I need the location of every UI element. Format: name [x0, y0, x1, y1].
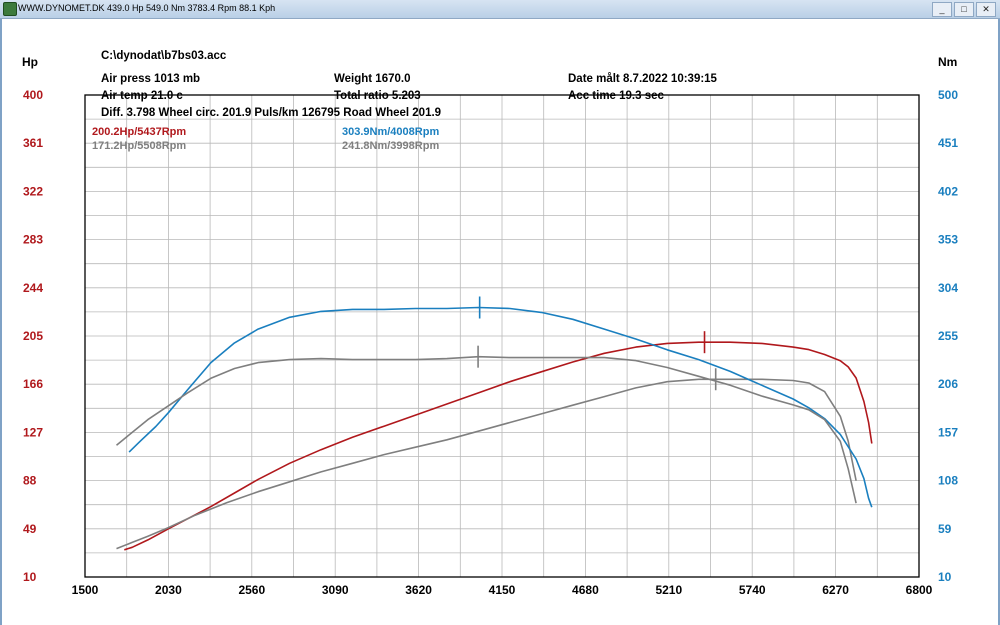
air-press: Air press 1013 mb	[101, 73, 200, 85]
x-tick-label: 4680	[572, 583, 599, 597]
y-right-tick-label: 402	[938, 184, 958, 198]
y-left-tick-label: 361	[23, 136, 43, 150]
file-path: C:\dynodat\b7bs03.acc	[101, 50, 227, 62]
y-right-tick-label: 206	[938, 377, 958, 391]
weight: Weight 1670.0	[334, 73, 411, 85]
window-frame-left	[0, 19, 2, 625]
y-right-tick-label: 157	[938, 425, 958, 439]
series-line-1	[124, 341, 873, 551]
y-right-tick-label: 10	[938, 570, 952, 584]
x-tick-label: 3090	[322, 583, 349, 597]
series-line-4	[115, 355, 857, 504]
y-right-ticks: 10 59 108 157 206 255 304 353 402 451 500	[938, 88, 958, 584]
x-tick-label: 3620	[405, 583, 432, 597]
y-left-tick-label: 322	[23, 184, 43, 198]
app-icon	[3, 2, 17, 16]
x-tick-label: 5210	[655, 583, 682, 597]
diff-info: Diff. 3.798 Wheel circ. 201.9 Puls/km 12…	[101, 107, 441, 119]
y-right-title: Nm	[938, 55, 957, 69]
close-button[interactable]: ✕	[976, 2, 996, 17]
y-left-tick-label: 283	[23, 233, 43, 247]
air-temp: Air temp 21.0 c	[101, 90, 183, 102]
series-line-2	[116, 378, 857, 550]
total-ratio: Total ratio 5.203	[334, 90, 421, 102]
x-ticks: 1500 2030 2560 3090 3620 4150 4680 5210 5740 6270…	[72, 583, 933, 597]
minimize-button[interactable]: _	[932, 2, 952, 17]
y-right-tick-label: 108	[938, 474, 958, 488]
series-lines	[115, 296, 873, 551]
y-left-tick-label: 49	[23, 522, 37, 536]
peak-power-main: 200.2Hp/5437Rpm	[92, 126, 186, 138]
y-left-tick-label: 166	[23, 377, 43, 391]
y-left-title: Hp	[22, 55, 38, 69]
x-tick-label: 2030	[155, 583, 182, 597]
y-right-tick-label: 304	[938, 281, 958, 295]
grid	[85, 95, 919, 577]
x-tick-label: 4150	[489, 583, 516, 597]
x-tick-label: 6270	[822, 583, 849, 597]
window-title-bar: WWW.DYNOMET.DK 439.0 Hp 549.0 Nm 3783.4 …	[0, 0, 1000, 19]
peak-torque-main: 303.9Nm/4008Rpm	[342, 126, 439, 138]
y-left-tick-label: 244	[23, 281, 43, 295]
x-tick-label: 2560	[238, 583, 265, 597]
y-left-ticks: 10 49 88 127 166 205 244 283 322 361 400	[23, 88, 43, 584]
y-right-tick-label: 255	[938, 329, 958, 343]
peak-power-compare: 171.2Hp/5508Rpm	[92, 140, 186, 152]
y-right-tick-label: 500	[938, 88, 958, 102]
y-left-tick-label: 400	[23, 88, 43, 102]
x-tick-label: 6800	[906, 583, 933, 597]
series-line-3	[128, 306, 873, 508]
maximize-button[interactable]: □	[954, 2, 974, 17]
window-frame-right	[998, 19, 1000, 625]
peak-torque-compare: 241.8Nm/3998Rpm	[342, 140, 439, 152]
x-tick-label: 1500	[72, 583, 99, 597]
y-right-tick-label: 451	[938, 136, 958, 150]
y-left-tick-label: 127	[23, 425, 43, 439]
date-measured: Date målt 8.7.2022 10:39:15	[568, 73, 718, 85]
window-title: WWW.DYNOMET.DK 439.0 Hp 549.0 Nm 3783.4 …	[18, 3, 276, 13]
plot-frame	[84, 94, 920, 578]
y-left-tick-label: 88	[23, 474, 37, 488]
acc-time: Acc time 19.3 sec	[568, 90, 665, 102]
x-tick-label: 5740	[739, 583, 766, 597]
y-right-tick-label: 353	[938, 233, 958, 247]
y-left-tick-label: 205	[23, 329, 43, 343]
y-left-tick-label: 10	[23, 570, 37, 584]
window-controls: _ □ ✕	[932, 2, 996, 17]
y-right-tick-label: 59	[938, 522, 952, 536]
